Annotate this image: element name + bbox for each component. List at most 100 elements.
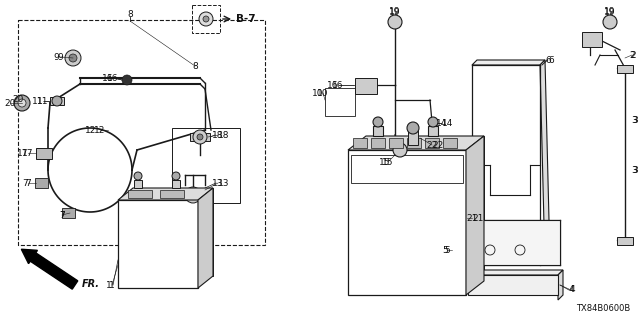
Text: 3: 3 — [631, 165, 637, 174]
Circle shape — [122, 75, 132, 85]
Bar — [36, 148, 52, 159]
Text: 16: 16 — [102, 74, 113, 83]
Bar — [443, 138, 457, 148]
Text: 17: 17 — [17, 148, 28, 157]
Text: 21: 21 — [472, 213, 483, 222]
Text: 7: 7 — [25, 179, 31, 188]
Circle shape — [407, 122, 419, 134]
Bar — [407, 138, 421, 148]
Text: 7: 7 — [59, 211, 65, 220]
Bar — [428, 126, 438, 136]
Circle shape — [172, 172, 180, 180]
Bar — [348, 150, 466, 295]
Text: 7: 7 — [60, 211, 65, 220]
Text: 4: 4 — [570, 285, 575, 294]
Circle shape — [203, 16, 209, 22]
Text: 19: 19 — [389, 7, 401, 17]
Circle shape — [193, 130, 207, 144]
Text: 18: 18 — [212, 131, 224, 140]
Circle shape — [197, 134, 203, 140]
Text: 18: 18 — [218, 131, 230, 140]
Text: 11: 11 — [37, 97, 49, 106]
Polygon shape — [472, 60, 545, 65]
Text: 1: 1 — [109, 281, 115, 290]
Text: 14: 14 — [442, 118, 453, 127]
Bar — [351, 155, 463, 183]
Text: 14: 14 — [436, 118, 448, 127]
Text: 19: 19 — [604, 6, 616, 15]
Text: 2: 2 — [630, 51, 636, 60]
Bar — [617, 65, 633, 73]
Circle shape — [14, 95, 30, 111]
Text: 20: 20 — [4, 99, 16, 108]
Bar — [118, 200, 198, 288]
Text: 16: 16 — [326, 81, 338, 90]
Text: 7: 7 — [22, 179, 28, 188]
FancyArrow shape — [21, 249, 78, 289]
Circle shape — [603, 15, 617, 29]
Polygon shape — [468, 270, 563, 275]
Bar — [172, 128, 240, 203]
Bar — [35, 178, 48, 188]
Text: 10: 10 — [317, 89, 329, 98]
Bar — [62, 208, 75, 218]
Text: 6: 6 — [548, 55, 554, 65]
Circle shape — [65, 50, 81, 66]
Text: 3: 3 — [632, 116, 637, 124]
Circle shape — [393, 143, 407, 157]
Polygon shape — [198, 188, 213, 288]
Circle shape — [18, 99, 26, 107]
Bar — [617, 237, 633, 245]
Text: 19: 19 — [604, 7, 616, 17]
Circle shape — [388, 15, 402, 29]
Bar — [325, 88, 355, 116]
Text: 6: 6 — [545, 55, 551, 65]
Polygon shape — [466, 136, 484, 295]
Bar — [582, 32, 602, 47]
Text: 9: 9 — [53, 52, 59, 61]
Polygon shape — [118, 188, 213, 200]
Bar — [160, 190, 184, 198]
Bar — [172, 180, 180, 188]
Polygon shape — [540, 60, 550, 265]
Text: 15: 15 — [378, 157, 390, 166]
Bar — [192, 5, 220, 33]
Bar — [425, 138, 439, 148]
Text: 5: 5 — [442, 245, 448, 254]
Bar — [468, 275, 558, 295]
Bar — [190, 133, 210, 141]
Text: 10: 10 — [312, 89, 323, 98]
Circle shape — [185, 187, 201, 203]
Text: 12: 12 — [94, 125, 106, 134]
Bar — [134, 180, 142, 188]
Text: TX84B0600B: TX84B0600B — [576, 304, 630, 313]
Text: 11: 11 — [31, 97, 43, 106]
Text: 13: 13 — [212, 179, 224, 188]
Text: 9: 9 — [57, 52, 63, 61]
Text: 22: 22 — [432, 140, 444, 149]
Polygon shape — [366, 136, 484, 281]
Text: 8: 8 — [127, 10, 133, 19]
Bar — [373, 126, 383, 136]
Bar — [355, 78, 377, 94]
Text: 8: 8 — [192, 61, 198, 70]
Circle shape — [134, 172, 142, 180]
Text: 5: 5 — [444, 245, 450, 254]
Text: 22: 22 — [426, 140, 438, 149]
Text: 3: 3 — [631, 116, 637, 124]
Text: 3: 3 — [632, 165, 637, 174]
Text: B-7: B-7 — [236, 14, 255, 24]
Text: FR.: FR. — [82, 279, 100, 289]
Text: 21: 21 — [467, 213, 477, 222]
Text: 16: 16 — [108, 74, 119, 83]
Circle shape — [199, 12, 213, 26]
Bar — [371, 138, 385, 148]
Circle shape — [52, 96, 62, 106]
Polygon shape — [348, 136, 484, 150]
Text: 12: 12 — [84, 125, 96, 134]
Polygon shape — [558, 270, 563, 300]
Text: 1: 1 — [106, 281, 112, 290]
Bar — [50, 97, 64, 105]
Text: 16: 16 — [332, 81, 344, 90]
Text: 15: 15 — [382, 157, 394, 166]
